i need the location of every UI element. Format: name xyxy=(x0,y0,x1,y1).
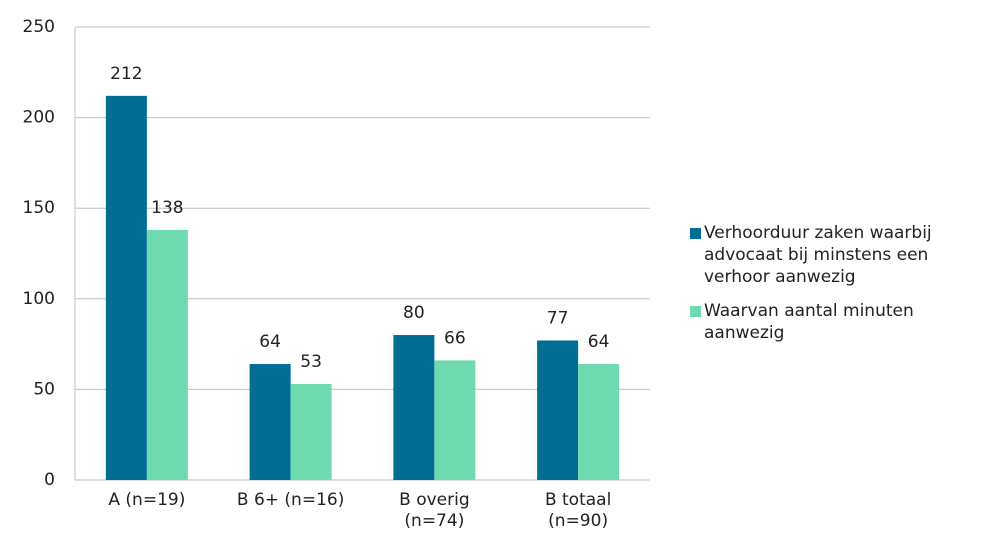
legend-label: Waarvan aantal minuten aanwezig xyxy=(704,301,914,343)
legend-item: Waarvan aantal minuten aanwezig xyxy=(690,300,990,344)
data-label: 77 xyxy=(547,308,569,328)
data-label: 64 xyxy=(259,332,281,352)
legend-item: Verhoorduur zaken waarbij advocaat bij m… xyxy=(690,222,990,288)
data-label: 212 xyxy=(110,64,142,84)
y-tick-label: 50 xyxy=(33,379,55,399)
x-tick-label: B overig (n=74) xyxy=(399,490,470,531)
data-label: 66 xyxy=(444,328,466,348)
data-label: 138 xyxy=(151,198,183,218)
legend-swatch xyxy=(690,228,701,239)
legend: Verhoorduur zaken waarbij advocaat bij m… xyxy=(690,222,990,356)
bar xyxy=(290,383,332,480)
x-tick-label: B 6+ (n=16) xyxy=(236,490,345,510)
y-tick-label: 250 xyxy=(23,17,55,37)
bar xyxy=(249,364,291,480)
y-tick-label: 200 xyxy=(23,108,55,128)
bar xyxy=(146,229,188,480)
bar xyxy=(578,364,620,480)
bar xyxy=(105,95,147,480)
legend-swatch xyxy=(690,306,701,317)
y-tick-label: 150 xyxy=(23,198,55,218)
y-tick-label: 100 xyxy=(23,289,55,309)
x-tick-label: A (n=19) xyxy=(108,490,186,510)
bar xyxy=(537,340,579,480)
bar xyxy=(434,360,476,480)
data-label: 53 xyxy=(300,352,322,372)
bar xyxy=(393,335,435,480)
x-tick-label: B totaal (n=90) xyxy=(544,490,612,531)
data-label: 64 xyxy=(588,332,610,352)
legend-label: Verhoorduur zaken waarbij advocaat bij m… xyxy=(704,223,932,287)
y-tick-label: 0 xyxy=(44,470,55,490)
data-label: 80 xyxy=(403,303,425,323)
